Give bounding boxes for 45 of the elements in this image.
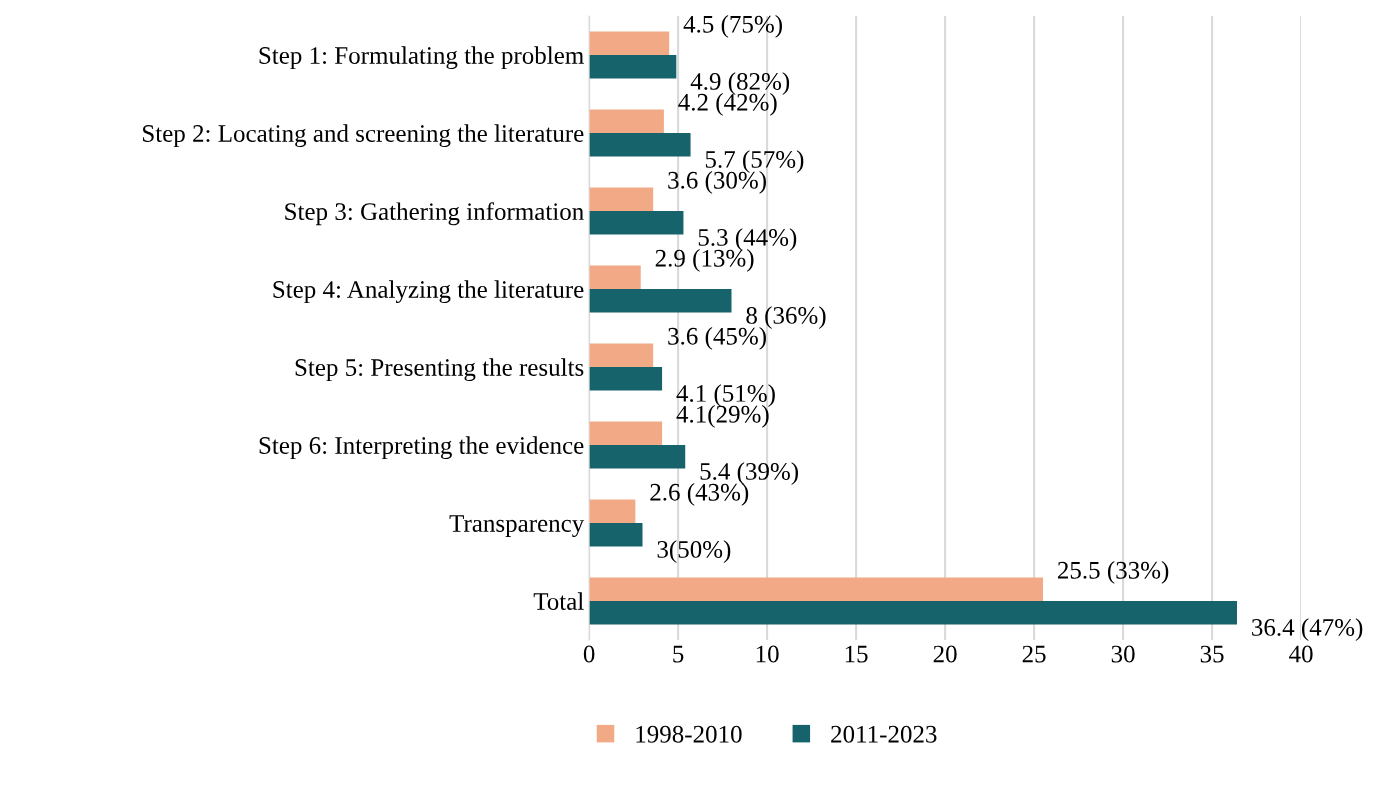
data-label: 3.6 (30%) — [668, 171, 766, 194]
y-tick-label: Step 4: Analyzing the literature — [273, 280, 584, 304]
bar — [589, 265, 641, 289]
x-tick-label: 15 — [845, 645, 868, 663]
bar — [589, 211, 684, 235]
bar — [589, 367, 663, 391]
x-tick-label: 20 — [933, 645, 957, 663]
bar — [589, 499, 636, 523]
data-label: 2.6 (43%) — [650, 483, 749, 506]
bar — [589, 187, 654, 211]
x-tick-label: 10 — [756, 645, 779, 663]
bar — [589, 601, 1237, 625]
x-tick-label: 5 — [673, 645, 684, 663]
legend-label: 1998-2010 — [636, 725, 742, 743]
y-tick-label: Step 2: Locating and screening the literature — [143, 124, 584, 148]
bar — [589, 523, 643, 547]
data-label: 4.5 (75%) — [683, 15, 782, 38]
x-tick-label: 40 — [1289, 645, 1313, 663]
data-label: 3.6 (45%) — [668, 327, 766, 350]
data-label: 25.5 (33%) — [1057, 561, 1169, 584]
data-label: 4.2 (42%) — [678, 93, 777, 116]
y-tick-label: Step 5: Presenting the results — [295, 358, 584, 382]
x-tick-label: 25 — [1022, 645, 1046, 663]
bar — [589, 289, 732, 313]
bar — [589, 55, 677, 79]
bar — [589, 31, 670, 55]
bar — [589, 577, 1043, 601]
y-tick-label: Step 3: Gathering information — [285, 202, 584, 226]
legend-label: 2011-2023 — [831, 725, 937, 743]
bar — [589, 343, 654, 367]
y-tick-label: Total — [533, 592, 584, 610]
y-tick-label: Step 6: Interpreting the evidence — [259, 436, 584, 460]
bar — [589, 445, 686, 469]
x-tick-label: 0 — [583, 645, 595, 663]
bar — [589, 109, 664, 133]
data-label: 2.9 (13%) — [655, 249, 754, 272]
data-label: 36.4 (47%) — [1252, 618, 1363, 641]
bar — [589, 421, 663, 445]
bar — [589, 133, 691, 157]
data-label: 3(50%) — [657, 540, 731, 563]
data-label: 4.1(29%) — [676, 405, 769, 428]
x-tick-label: 35 — [1200, 645, 1224, 663]
x-tick-label: 30 — [1111, 645, 1135, 663]
y-tick-label: Step 1: Formulating the problem — [259, 46, 584, 70]
y-tick-label: Transparency — [449, 515, 585, 538]
